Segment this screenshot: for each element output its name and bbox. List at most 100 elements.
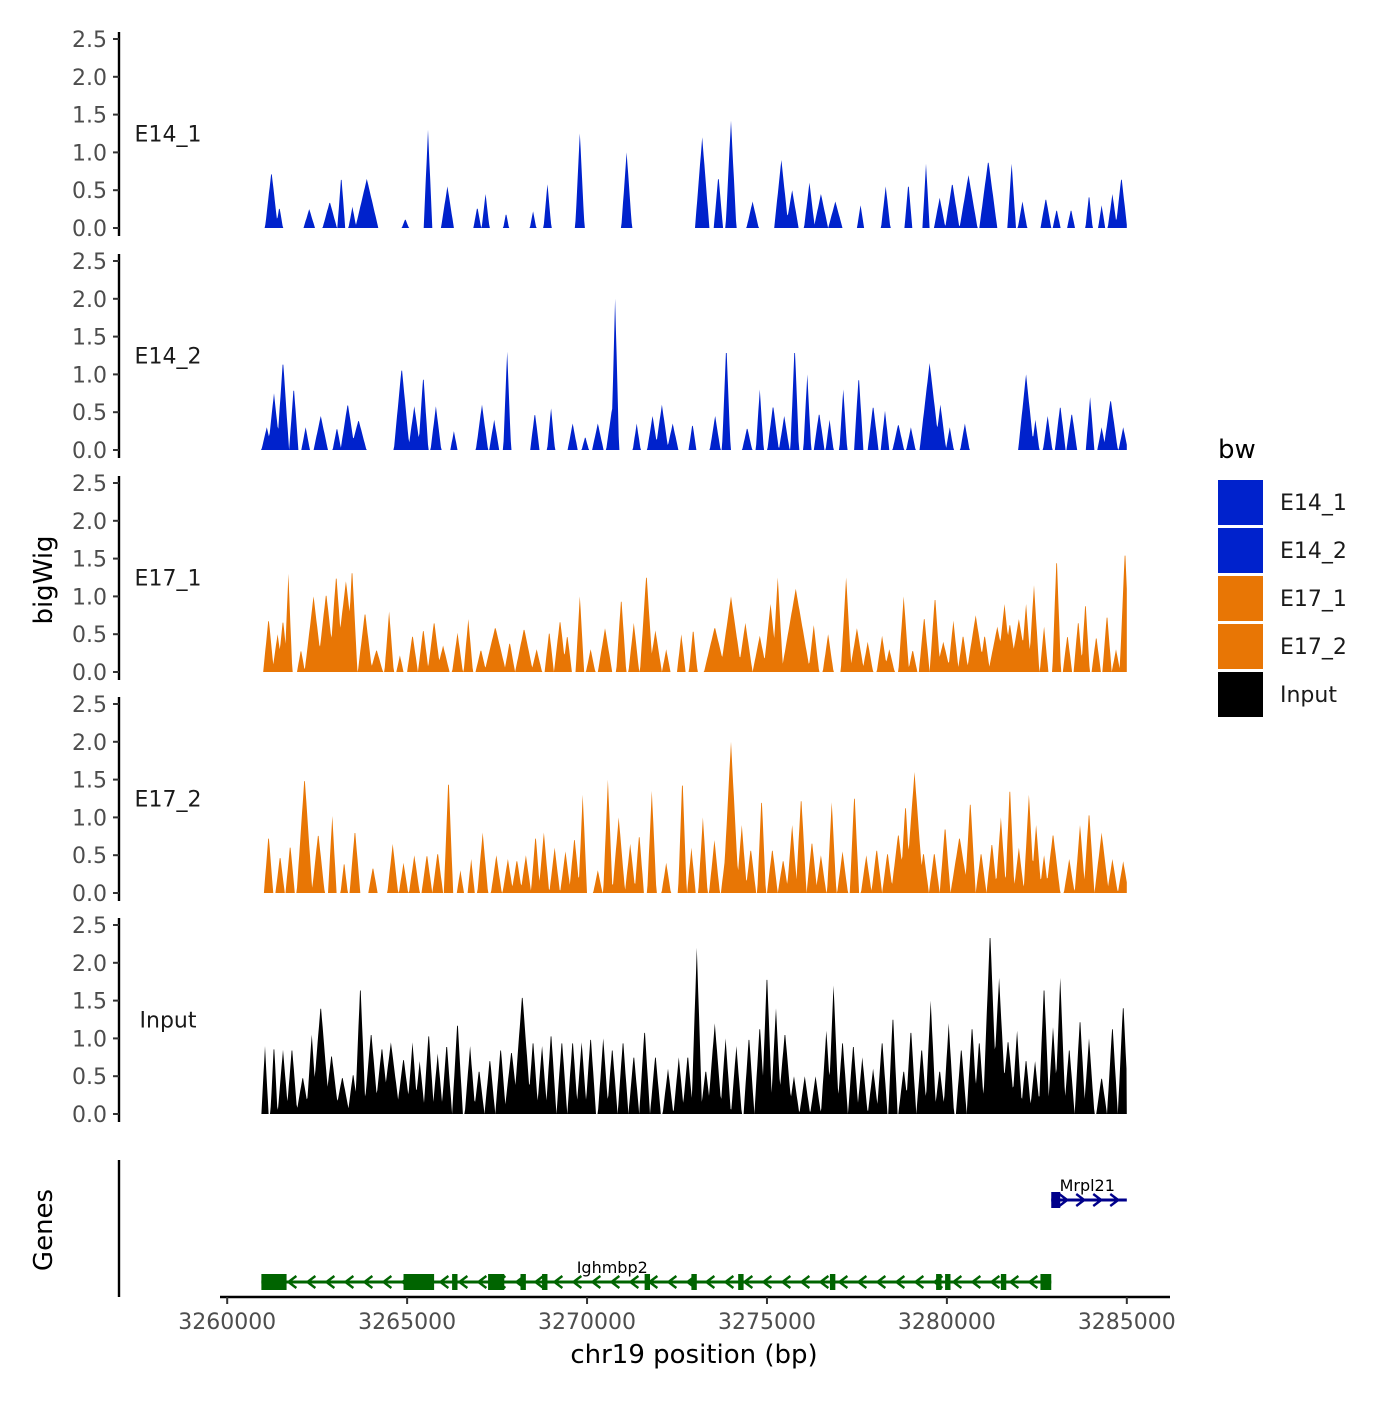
y-tick-label: 1.0 (72, 585, 107, 610)
exon (691, 1274, 697, 1290)
strand-arrow (628, 1275, 640, 1289)
y-tick-label: 0.0 (72, 217, 107, 242)
legend-swatch (1218, 576, 1263, 621)
track-E17_2: 0.0 0.5 1.0 1.5 2.0 2.5 E17_2 (72, 693, 1127, 907)
gene-Mrpl21: Mrpl21 (1051, 1176, 1127, 1208)
y-tick-label: 2.5 (72, 914, 107, 939)
strand-arrow (875, 1275, 887, 1289)
track-label: Input (140, 1009, 197, 1034)
strand-arrow (913, 1275, 925, 1289)
legend-title: bw (1218, 435, 1256, 465)
exon (542, 1274, 548, 1290)
track-E14_2: 0.0 0.5 1.0 1.5 2.0 2.5 E14_2 (72, 250, 1127, 464)
strand-arrow (305, 1275, 317, 1289)
strand-arrow (533, 1275, 545, 1289)
x-tick-label: 3270000 (538, 1310, 636, 1335)
gene-label: Mrpl21 (1060, 1176, 1115, 1195)
y-tick-label: 2.0 (72, 731, 107, 756)
exon (1040, 1274, 1052, 1290)
strand-arrow (286, 1275, 298, 1289)
legend-swatch (1218, 480, 1263, 525)
y-tick-label: 1.0 (72, 1027, 107, 1052)
y-tick-label: 0.5 (72, 179, 107, 204)
y-tick-label: 0.5 (72, 401, 107, 426)
legend-label: E14_1 (1280, 491, 1347, 516)
y-tick-label: 1.5 (72, 990, 107, 1015)
y-tick-label: 2.5 (72, 250, 107, 275)
y-axis-title: bigWig (29, 535, 59, 624)
strand-arrow (609, 1275, 621, 1289)
strand-arrow (799, 1275, 811, 1289)
genes-axis-title: Genes (29, 1189, 59, 1271)
x-tick-label: 3260000 (178, 1310, 276, 1335)
y-tick-label: 1.5 (72, 769, 107, 794)
strand-arrow (381, 1275, 393, 1289)
strand-arrow (438, 1275, 450, 1289)
strand-arrow (837, 1275, 849, 1289)
y-tick-label: 1.5 (72, 548, 107, 573)
y-tick-label: 0.0 (72, 882, 107, 907)
legend: bw E14_1 E14_2 E17_1 E17_2 Input (1218, 435, 1347, 717)
gene-label: Ighmbp2 (577, 1258, 648, 1277)
strand-arrow (761, 1275, 773, 1289)
exon (520, 1274, 526, 1290)
x-axis: 3260000 3265000 3270000 3275000 3280000 32850… (178, 1295, 1176, 1335)
exon (452, 1274, 458, 1290)
track-label: E17_1 (135, 567, 202, 592)
y-tick-label: 1.0 (72, 141, 107, 166)
y-tick-label: 2.5 (72, 28, 107, 53)
strand-arrow (1092, 1193, 1104, 1207)
track-E17_1: 0.0 0.5 1.0 1.5 2.0 2.5 E17_1 (72, 472, 1127, 686)
strand-arrow (1109, 1193, 1121, 1207)
legend-swatch (1218, 624, 1263, 669)
exon (829, 1274, 836, 1290)
y-tick-label: 2.5 (72, 472, 107, 497)
legend-label: Input (1280, 683, 1337, 708)
y-tick-label: 2.0 (72, 510, 107, 535)
legend-label: E17_2 (1280, 635, 1347, 660)
exon (488, 1274, 505, 1290)
y-tick-label: 0.0 (72, 661, 107, 686)
track-E14_1: 0.0 0.5 1.0 1.5 2.0 2.5 E14_1 (72, 28, 1127, 242)
strand-arrow (343, 1275, 355, 1289)
y-tick-label: 0.0 (72, 1103, 107, 1128)
strand-arrow (780, 1275, 792, 1289)
gene-Ighmbp2: Ighmbp2 (261, 1258, 1052, 1290)
strand-arrow (723, 1275, 735, 1289)
strand-arrow (476, 1275, 488, 1289)
exon (936, 1274, 942, 1290)
exon (403, 1274, 435, 1290)
track-label: E14_1 (135, 123, 202, 148)
exon (1053, 1192, 1061, 1208)
strand-arrow (590, 1275, 602, 1289)
legend-label: E17_1 (1280, 587, 1347, 612)
y-tick-label: 1.5 (72, 104, 107, 129)
y-tick-label: 1.0 (72, 806, 107, 831)
strand-arrow (704, 1275, 716, 1289)
strand-arrow (1027, 1275, 1039, 1289)
track-panels: 0.0 0.5 1.0 1.5 2.0 2.5 E14_1 0.0 0.5 1.0 1.5 2.0 2.… (72, 28, 1127, 1128)
x-tick-label: 3265000 (358, 1310, 456, 1335)
y-tick-label: 0.0 (72, 439, 107, 464)
y-tick-label: 2.0 (72, 66, 107, 91)
x-axis-title: chr19 position (bp) (570, 1340, 817, 1370)
strand-arrow (989, 1275, 1001, 1289)
strand-arrow (970, 1275, 982, 1289)
signal-area-E17_1 (259, 555, 1127, 672)
y-tick-label: 2.0 (72, 288, 107, 313)
strand-arrow (951, 1275, 963, 1289)
strand-arrow (571, 1275, 583, 1289)
strand-arrow (856, 1275, 868, 1289)
y-tick-label: 2.0 (72, 952, 107, 977)
strand-arrow (552, 1275, 564, 1289)
signal-area-E14_1 (259, 120, 1127, 228)
y-tick-label: 1.0 (72, 363, 107, 388)
legend-swatch (1218, 528, 1263, 573)
strand-arrow (457, 1275, 469, 1289)
legend-label: E14_2 (1280, 539, 1347, 564)
x-tick-label: 3275000 (718, 1310, 816, 1335)
strand-arrow (742, 1275, 754, 1289)
x-tick-label: 3285000 (1078, 1310, 1176, 1335)
